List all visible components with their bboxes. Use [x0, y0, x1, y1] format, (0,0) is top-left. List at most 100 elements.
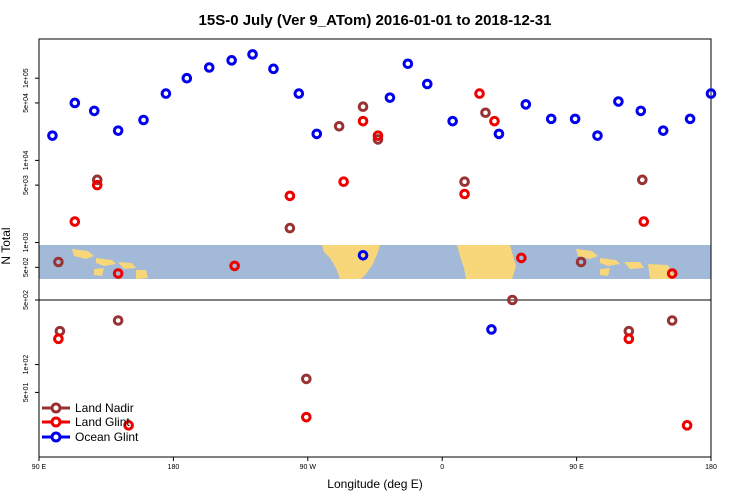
point-land-glint	[681, 420, 693, 431]
point-ocean-glint	[705, 88, 717, 99]
chart-title: 15S-0 July (Ver 9_ATom) 2016-01-01 to 20…	[199, 12, 552, 29]
point-land-glint	[459, 188, 470, 200]
y-tick-label: 1e+04	[23, 150, 30, 170]
map-land	[600, 268, 610, 276]
point-ocean-glint	[160, 88, 172, 99]
point-ocean-glint	[203, 62, 215, 73]
point-ocean-glint	[268, 63, 279, 75]
point-land-nadir	[480, 107, 491, 119]
point-ocean-glint	[181, 72, 193, 84]
point-ocean-glint	[635, 105, 647, 117]
legend-label: Land Glint	[75, 415, 130, 429]
point-land-glint	[91, 179, 103, 191]
point-land-glint	[338, 176, 349, 188]
map-land	[136, 270, 148, 279]
point-ocean-glint	[247, 49, 258, 60]
point-ocean-glint	[657, 125, 669, 136]
point-ocean-glint	[112, 125, 124, 136]
point-land-glint	[229, 260, 240, 272]
y-tick-label: 1e+05	[23, 68, 30, 88]
map-land	[624, 262, 644, 269]
x-tick-label: 90 E	[569, 464, 584, 471]
point-land-glint	[123, 420, 134, 431]
point-ocean-glint	[226, 55, 237, 66]
point-land-nadir	[357, 101, 369, 113]
x-axis-label: Longitude (deg E)	[327, 477, 422, 491]
point-ocean-glint	[569, 113, 581, 125]
point-land-nadir	[53, 256, 64, 268]
map-land	[457, 245, 516, 279]
y-tick-label: 5e+02	[23, 290, 30, 310]
point-land-glint	[516, 252, 527, 264]
world-map-strip	[39, 245, 711, 279]
point-ocean-glint	[88, 105, 100, 117]
plot-frame	[38, 38, 712, 458]
data-points	[47, 49, 717, 431]
x-tick-label: 180	[705, 464, 717, 471]
point-land-nadir	[666, 315, 678, 326]
legend: Land Nadir Land Glint Ocean Glint	[42, 401, 139, 444]
point-land-nadir	[301, 373, 312, 385]
point-ocean-glint	[613, 96, 624, 107]
point-ocean-glint	[592, 130, 603, 141]
point-land-glint	[112, 268, 124, 279]
y-tick-label: 1e+02	[23, 355, 30, 375]
y-tick-label: 5e+03	[23, 175, 30, 195]
point-ocean-glint	[447, 115, 458, 127]
point-land-glint	[372, 130, 384, 141]
legend-item-ocean-glint: Ocean Glint	[42, 430, 139, 444]
legend-marker	[50, 402, 62, 414]
x-tick-label: 0	[440, 464, 444, 471]
point-ocean-glint	[47, 130, 58, 141]
y-axis-label: N Total	[0, 227, 13, 264]
map-land	[94, 268, 104, 276]
point-ocean-glint	[138, 114, 149, 126]
point-ocean-glint	[684, 113, 696, 125]
x-tick-label: 90 W	[300, 464, 317, 471]
map-land	[576, 249, 598, 259]
point-land-nadir	[637, 174, 648, 186]
y-axis: 5e+02 1e+03 5e+03 1e+04 5e+04 1e+05 5e+01 1e+02…	[23, 68, 39, 402]
point-land-nadir	[372, 134, 384, 145]
point-land-nadir	[575, 256, 587, 268]
y-tick-label: 5e+01	[23, 382, 30, 402]
point-ocean-glint	[311, 128, 323, 140]
legend-label: Ocean Glint	[75, 430, 139, 444]
point-land-glint	[69, 216, 81, 227]
point-land-glint	[357, 115, 369, 127]
point-land-nadir	[91, 174, 103, 186]
point-ocean-glint	[69, 97, 81, 109]
y-tick-label: 5e+02	[23, 257, 30, 277]
y-tick-label: 5e+04	[23, 93, 30, 113]
point-land-glint	[489, 115, 500, 127]
legend-item-land-nadir: Land Nadir	[42, 401, 134, 415]
point-ocean-glint	[421, 78, 433, 90]
map-land	[96, 258, 116, 266]
point-land-nadir	[284, 222, 296, 234]
point-land-nadir	[507, 294, 518, 306]
map-land	[72, 249, 94, 259]
point-land-glint	[53, 333, 64, 345]
point-ocean-glint	[520, 99, 532, 110]
point-ocean-glint	[357, 249, 369, 261]
point-land-nadir	[112, 315, 124, 326]
map-land	[118, 262, 136, 269]
point-land-glint	[666, 268, 678, 279]
point-land-nadir	[459, 176, 470, 188]
legend-marker	[50, 431, 62, 443]
point-ocean-glint	[545, 113, 557, 125]
map-land	[600, 258, 620, 266]
point-land-nadir	[333, 120, 345, 132]
legend-label: Land Nadir	[75, 401, 134, 415]
point-land-glint	[284, 190, 296, 202]
x-axis: 90 E 180 90 W 0 90 E 180	[32, 457, 717, 471]
point-land-glint	[474, 88, 485, 99]
legend-marker	[50, 416, 62, 428]
point-ocean-glint	[486, 324, 497, 335]
y-tick-label: 1e+03	[23, 233, 30, 253]
legend-item-land-glint: Land Glint	[42, 415, 130, 429]
x-tick-label: 180	[168, 464, 180, 471]
point-ocean-glint	[493, 128, 505, 140]
point-ocean-glint	[384, 92, 396, 103]
